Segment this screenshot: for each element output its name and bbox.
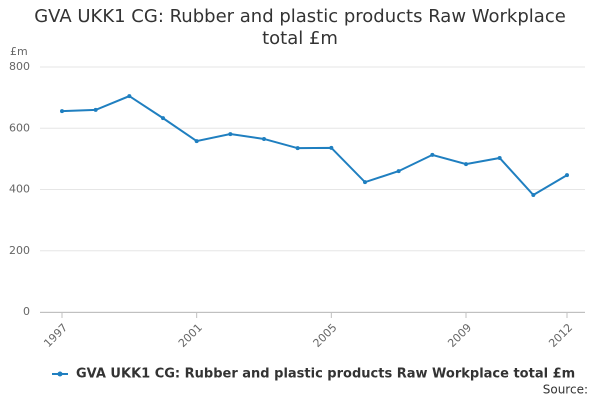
data-point [497,155,502,160]
x-tick-label: 2001 [176,321,205,350]
data-point [531,193,536,198]
legend-marker [57,371,63,377]
chart-title: GVA UKK1 CG: Rubber and plastic products… [34,6,566,49]
data-point [127,94,132,99]
data-point [329,145,334,150]
y-tick-label: 200 [9,244,30,257]
y-tick-label: 600 [9,121,30,134]
y-tick-label: 400 [9,183,30,196]
data-point [565,173,569,178]
data-point [464,162,468,167]
legend-label: GVA UKK1 CG: Rubber and plastic products… [76,367,575,382]
source: Source: [543,383,588,397]
x-tick-label: 2009 [445,321,474,350]
y-tick-label: 0 [23,305,30,318]
data-point [228,132,233,137]
x-tick-label: 1997 [41,321,70,350]
series-line [61,94,568,197]
data-point [194,139,199,144]
data-point [295,146,300,151]
data-point [262,136,266,141]
data-point [60,109,64,114]
data-point [363,180,367,185]
y-tick-label: 800 [9,60,30,73]
x-tick-label: 2005 [311,321,340,350]
y-unit: £m [10,45,28,58]
data-point [396,169,401,174]
data-point [161,116,165,121]
x-tick-label: 2012 [546,321,575,350]
data-point [93,107,98,112]
data-point [430,152,435,157]
